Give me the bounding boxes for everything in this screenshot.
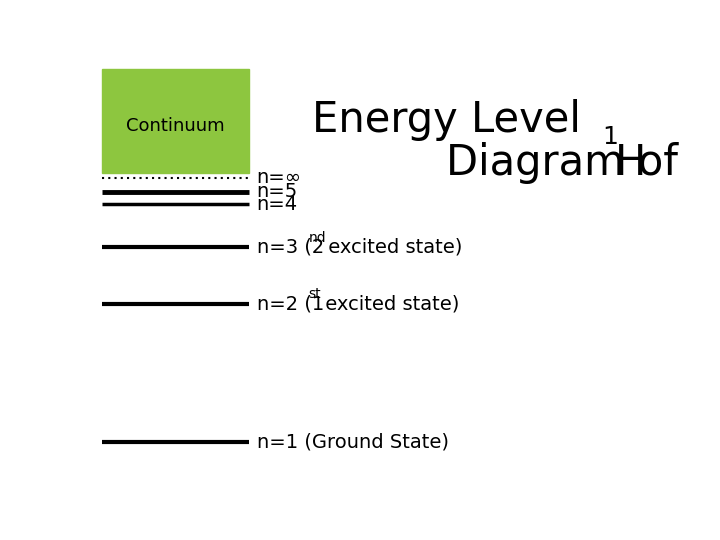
Text: st: st <box>309 287 321 301</box>
Text: Energy Level: Energy Level <box>312 99 581 141</box>
Text: Continuum: Continuum <box>126 117 225 135</box>
Text: nd: nd <box>309 231 326 245</box>
Text: Diagram of: Diagram of <box>446 142 692 184</box>
Text: H: H <box>615 142 647 184</box>
Text: 1: 1 <box>603 125 618 149</box>
Text: n=4: n=4 <box>256 195 298 214</box>
Text: n=∞: n=∞ <box>256 168 302 187</box>
Text: n=5: n=5 <box>256 183 298 201</box>
Text: n=3 (2: n=3 (2 <box>256 238 324 257</box>
Text: excited state): excited state) <box>318 294 459 313</box>
Text: n=1 (Ground State): n=1 (Ground State) <box>256 433 449 451</box>
Text: excited state): excited state) <box>323 238 463 257</box>
Text: n=2 (1: n=2 (1 <box>256 294 324 313</box>
Bar <box>102 69 249 173</box>
